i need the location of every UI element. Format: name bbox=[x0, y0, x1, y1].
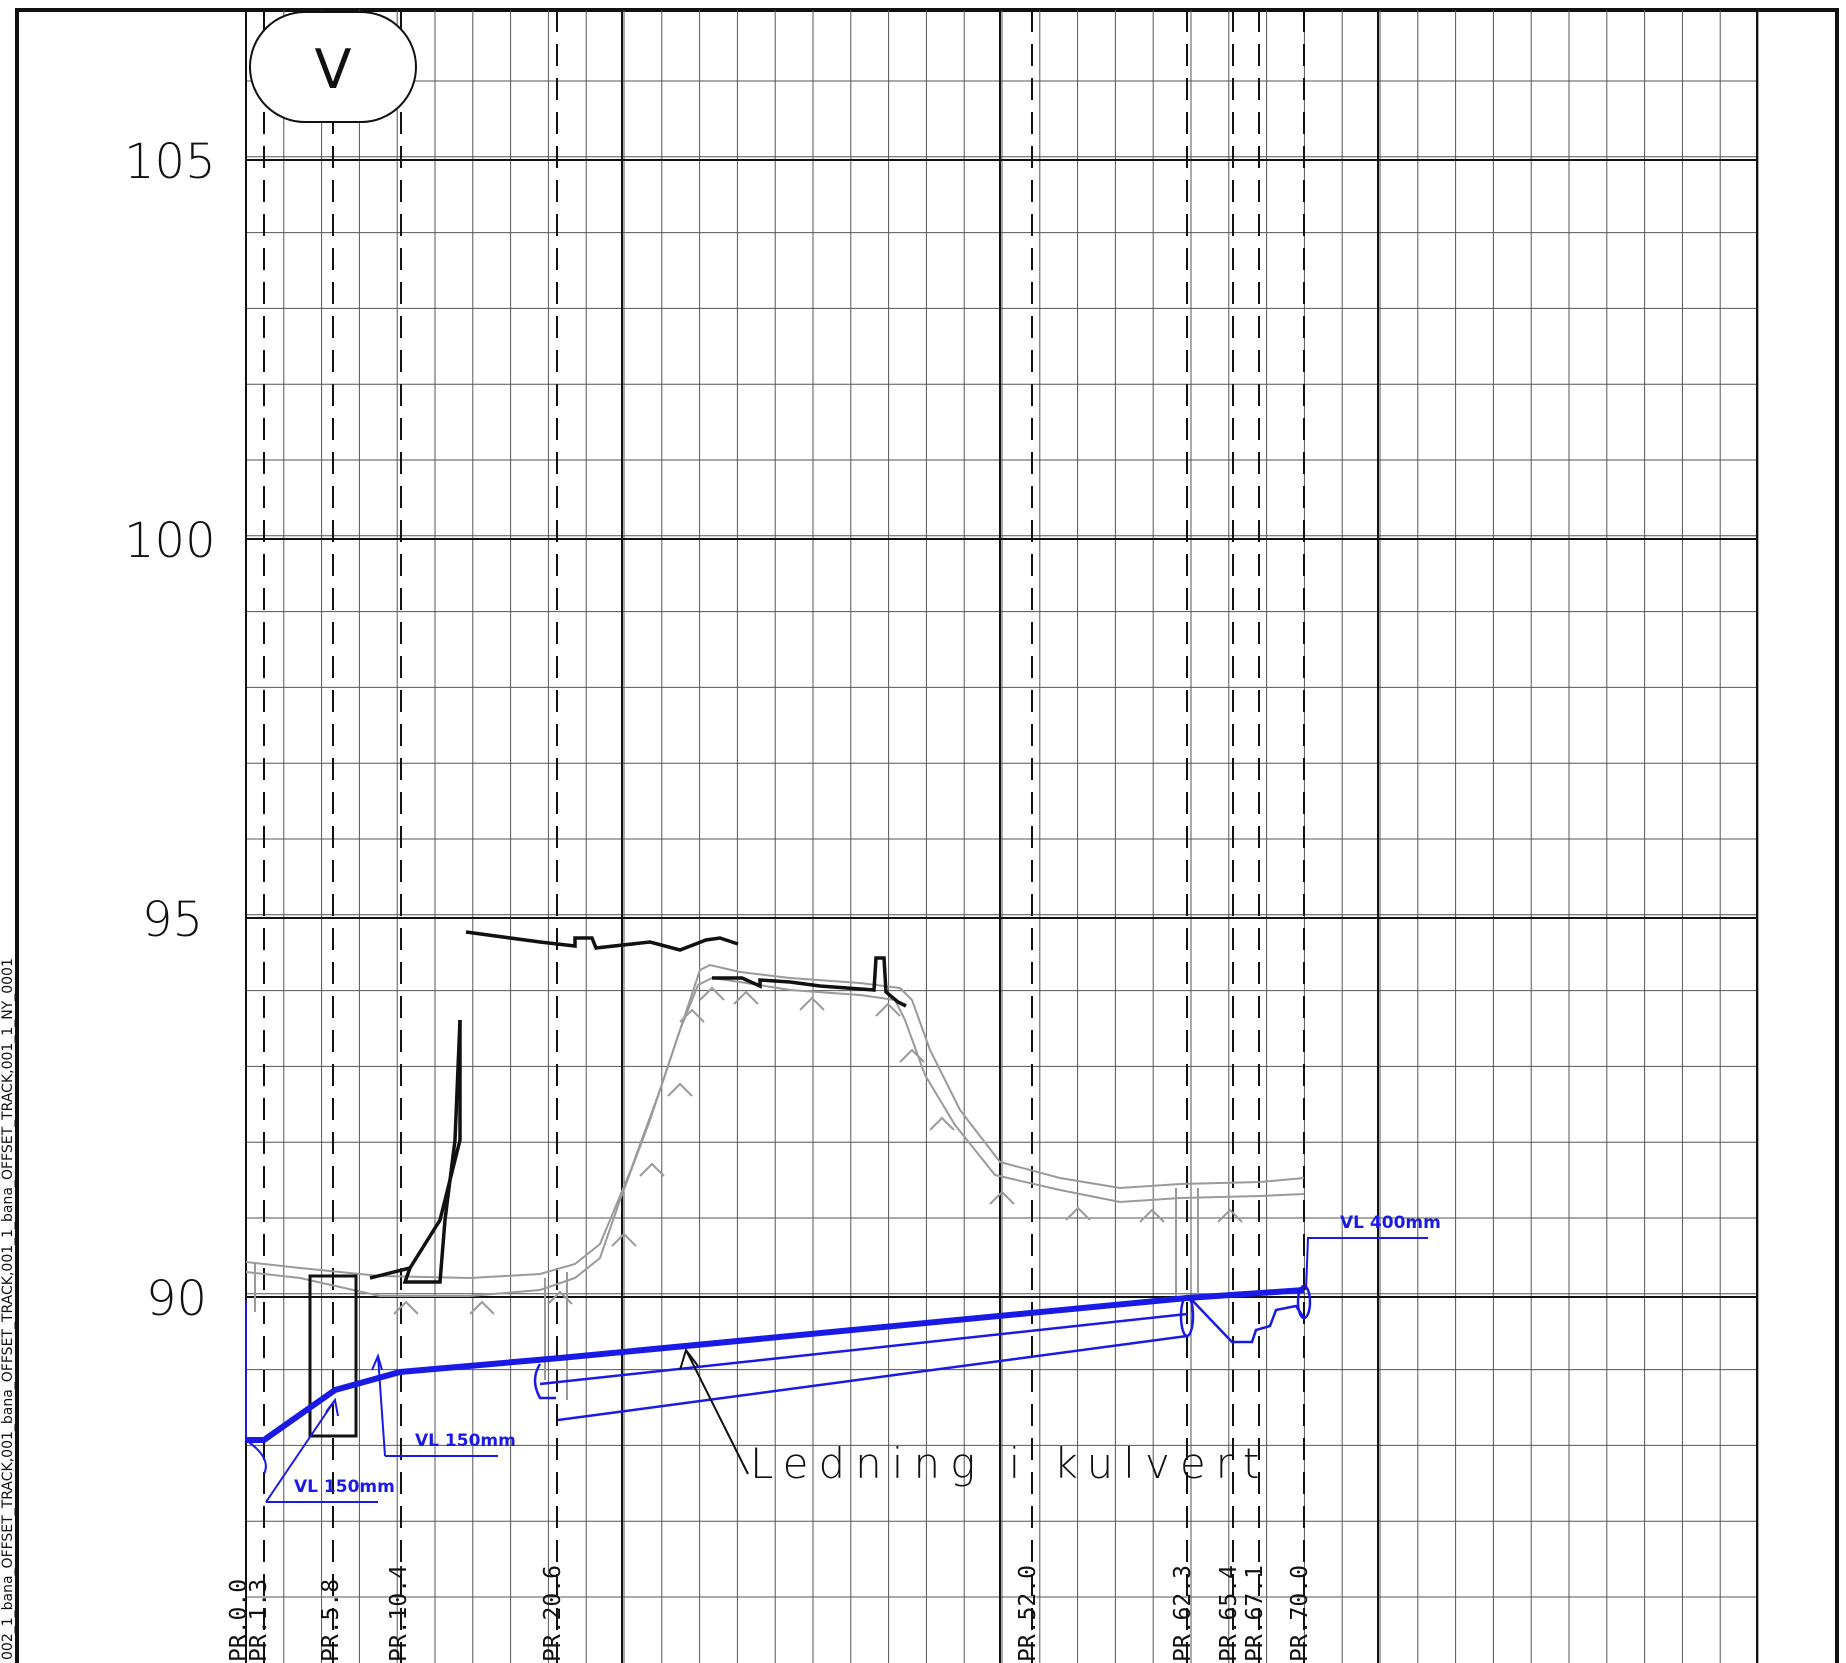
leader-vl150-upper bbox=[371, 1353, 386, 1457]
view-marker-oval bbox=[249, 11, 417, 123]
terrain-line-upper bbox=[245, 963, 1305, 1280]
culvert-end bbox=[1179, 1294, 1195, 1338]
structure-top-right bbox=[712, 956, 907, 1008]
annotation-text: Ledning i kulvert bbox=[750, 1439, 1269, 1488]
pipe-label-left-upper: VL 150mm bbox=[415, 1431, 516, 1451]
slope-ticks bbox=[393, 986, 1243, 1315]
pipe-network bbox=[245, 1237, 1428, 1503]
culvert-lower bbox=[557, 1334, 1188, 1422]
station-label: PR.1.3 bbox=[246, 1579, 272, 1662]
pipe-label-left-lower: VL 150mm bbox=[294, 1477, 395, 1497]
sheet-side-label: 002_1_bana_OFFSET_TRACK,001_bana_OFFSET_… bbox=[0, 958, 16, 1660]
pipe-main bbox=[246, 1287, 1305, 1443]
annotation-culvert: Ledning i kulvert bbox=[679, 1347, 1269, 1488]
station-lines bbox=[263, 10, 1305, 1663]
pipe-label-right: VL 400mm bbox=[1340, 1213, 1441, 1233]
terrain-structure bbox=[308, 930, 907, 1438]
terrain-existing bbox=[245, 963, 1305, 1400]
grid-major bbox=[245, 10, 1758, 1663]
culvert-start bbox=[533, 1363, 556, 1400]
leader-vl400 bbox=[1305, 1237, 1428, 1291]
station-label: PR.10.4 bbox=[386, 1565, 412, 1662]
station-label: PR.65.4 bbox=[1216, 1565, 1242, 1662]
annotation-leader bbox=[679, 1347, 749, 1475]
station-label: PR.52.0 bbox=[1015, 1565, 1041, 1662]
elevation-label-100: 100 bbox=[124, 513, 216, 569]
pipe-fitting bbox=[1189, 1297, 1306, 1344]
station-label: PR.67.1 bbox=[1242, 1565, 1268, 1662]
leader-vl150-lower bbox=[265, 1397, 339, 1503]
structure-edge bbox=[402, 1019, 462, 1284]
station-label: PR.70.0 bbox=[1287, 1565, 1313, 1662]
station-labels: PR.0.0PR.1.3 PR.5.8 PR.10.4 PR.20.6 PR.52.0 P… bbox=[226, 1565, 1313, 1662]
elevation-label-90: 90 bbox=[146, 1271, 207, 1327]
terrain-line-lower bbox=[245, 976, 1305, 1297]
grid-minor bbox=[245, 10, 1759, 1663]
pipe-start-cap bbox=[245, 1300, 267, 1475]
sheet-border bbox=[15, 8, 1839, 1663]
structure-box bbox=[308, 1274, 358, 1438]
station-label: PR.62.3 bbox=[1170, 1565, 1196, 1662]
elevation-label-95: 95 bbox=[142, 892, 203, 948]
view-marker: V bbox=[249, 11, 417, 123]
station-label: PR.0.0 bbox=[226, 1579, 252, 1662]
structure-top-left bbox=[465, 930, 739, 952]
view-marker-letter: V bbox=[315, 38, 352, 101]
structure-edge bbox=[369, 1020, 462, 1280]
elevation-label-105: 105 bbox=[124, 134, 216, 190]
station-label: PR.5.8 bbox=[318, 1579, 344, 1662]
station-label: PR.20.6 bbox=[540, 1565, 566, 1662]
culvert-upper bbox=[539, 1312, 1188, 1386]
